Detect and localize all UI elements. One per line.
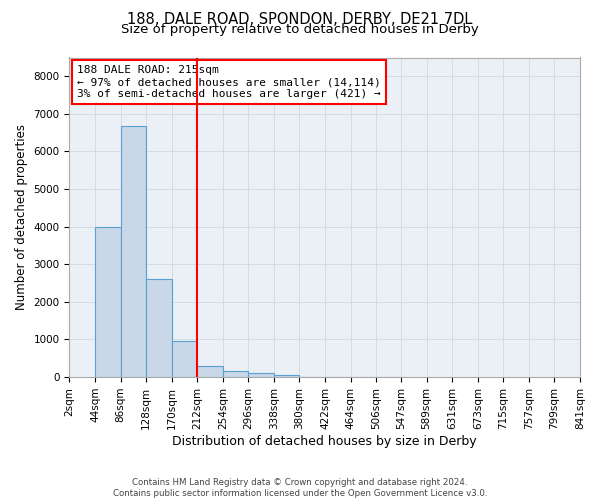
Bar (95, 228, 121, 377)
Bar (146, 280, 172, 377)
Bar (197, 366, 223, 377)
Bar (121, 126, 146, 377)
Text: 188, DALE ROAD, SPONDON, DERBY, DE21 7DL: 188, DALE ROAD, SPONDON, DERBY, DE21 7DL (127, 12, 473, 28)
X-axis label: Distribution of detached houses by size in Derby: Distribution of detached houses by size … (172, 434, 477, 448)
Text: 188 DALE ROAD: 215sqm
← 97% of detached houses are smaller (14,114)
3% of semi-d: 188 DALE ROAD: 215sqm ← 97% of detached … (77, 66, 381, 98)
Bar (223, 372, 248, 377)
Bar (274, 375, 299, 377)
Text: Contains HM Land Registry data © Crown copyright and database right 2024.
Contai: Contains HM Land Registry data © Crown c… (113, 478, 487, 498)
Y-axis label: Number of detached properties: Number of detached properties (15, 124, 28, 310)
Bar (172, 342, 197, 377)
Bar (248, 373, 274, 377)
Text: Size of property relative to detached houses in Derby: Size of property relative to detached ho… (121, 22, 479, 36)
